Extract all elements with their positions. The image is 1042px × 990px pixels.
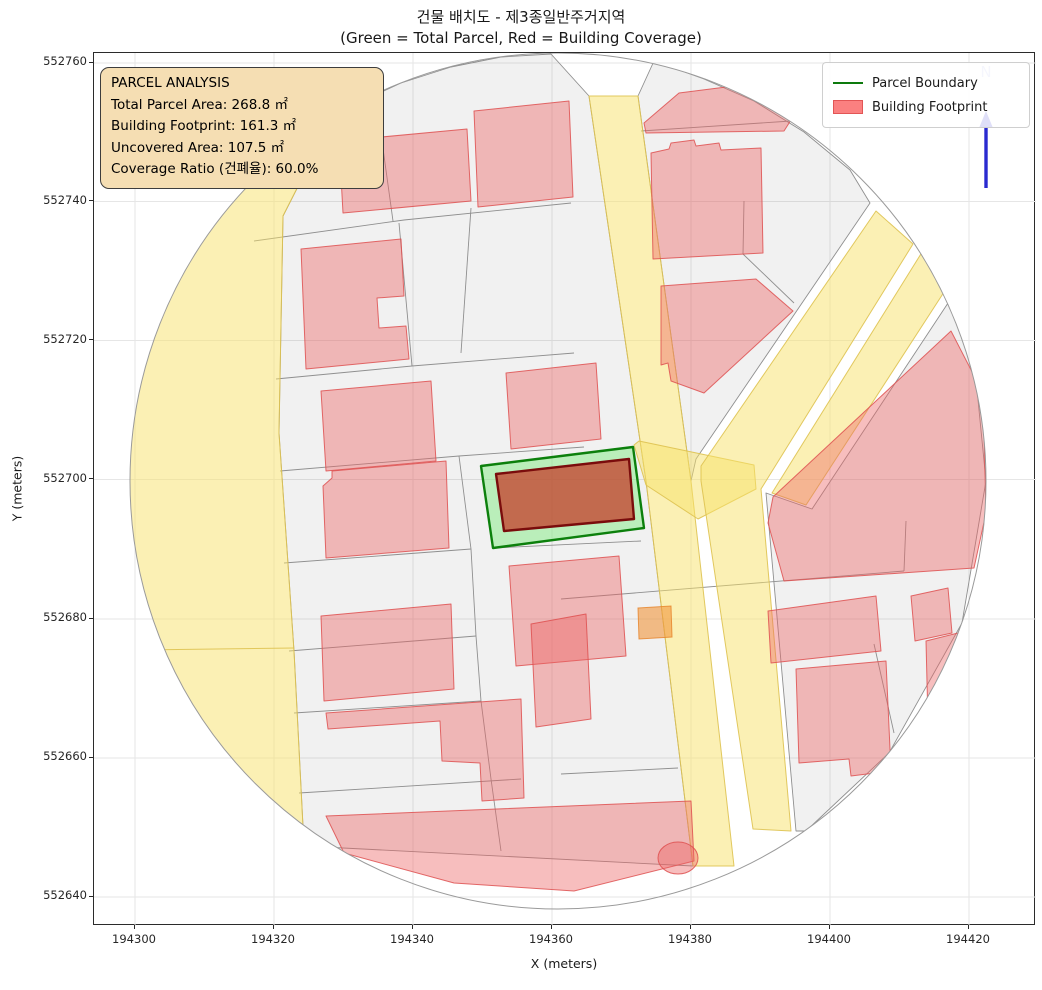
- x-axis-label: X (meters): [530, 956, 598, 971]
- legend: Parcel Boundary Building Footprint: [822, 62, 1030, 128]
- parcel-boundary-line: [560, 767, 679, 775]
- building: [473, 100, 574, 208]
- building: [660, 278, 794, 394]
- y-tick-mark: [89, 61, 93, 63]
- parcel-boundary-line: [458, 446, 585, 457]
- building-ellipse: [657, 841, 699, 875]
- y-tick-mark: [89, 617, 93, 619]
- parcel-boundary-line: [253, 202, 572, 242]
- building-on-road: [637, 605, 673, 640]
- legend-line-swatch: [833, 82, 863, 84]
- parcel-boundary-line: [492, 540, 642, 549]
- building: [925, 630, 970, 724]
- legend-label: Parcel Boundary: [872, 75, 978, 91]
- parcel-boundary-line: [283, 548, 472, 564]
- building: [325, 698, 525, 802]
- legend-item: Parcel Boundary: [833, 71, 1019, 95]
- building: [530, 613, 592, 728]
- y-tick-label: 552740: [43, 192, 87, 207]
- building: [795, 660, 892, 777]
- building: [300, 238, 410, 370]
- map-region-outline: [129, 53, 987, 910]
- y-axis-label: Y (meters): [9, 455, 25, 522]
- legend-item: Building Footprint: [833, 95, 1019, 119]
- parcel-analysis-line: Total Parcel Area: 268.8 ㎡: [111, 96, 288, 113]
- highlight-building-footprint: [494, 457, 636, 533]
- parcel-boundary-line: [411, 352, 575, 367]
- x-tick-label: 194320: [251, 932, 295, 946]
- x-tick-label: 194380: [668, 932, 712, 946]
- building: [650, 139, 764, 260]
- y-tick-label: 552720: [43, 331, 87, 346]
- chart-subtitle: (Green = Total Parcel, Red = Building Co…: [340, 29, 702, 47]
- parcel-boundary-line: [460, 207, 472, 354]
- x-tick-label: 194340: [390, 932, 434, 946]
- building: [505, 362, 602, 450]
- y-tick-label: 552700: [43, 470, 87, 485]
- x-tick-label: 194400: [807, 932, 851, 946]
- y-tick-mark: [89, 895, 93, 897]
- parcel-boundary-line: [275, 365, 413, 380]
- parcel-boundary-line: [293, 700, 482, 714]
- building: [325, 800, 695, 892]
- parcel-boundary-line: [458, 455, 502, 852]
- y-tick-mark: [89, 478, 93, 479]
- parcel-boundary-line: [288, 635, 477, 652]
- x-tick-label: 194420: [946, 932, 990, 946]
- parcel-block-right: [765, 296, 986, 832]
- x-tick-label: 194300: [112, 932, 156, 946]
- y-tick-label: 552760: [43, 54, 87, 68]
- y-tick-mark: [89, 339, 93, 340]
- parcel-boundary-line: [873, 643, 895, 734]
- building: [320, 603, 455, 702]
- x-tick-mark: [133, 925, 135, 929]
- parcel-boundary-line: [298, 778, 522, 794]
- chart-title: 건물 배치도 - 제3종일반주거지역: [416, 8, 626, 26]
- x-tick-mark: [967, 925, 969, 929]
- parcel-boundary-line: [279, 455, 460, 472]
- plot-area: N: [93, 52, 1036, 926]
- parcel-analysis-line: Coverage Ratio (건폐율): 60.0%: [111, 161, 319, 177]
- parcel-boundary-line: [903, 520, 907, 572]
- y-tick-label: 552640: [43, 888, 87, 902]
- x-tick-mark: [689, 925, 691, 929]
- parcel-boundary-line: [640, 120, 792, 132]
- y-tick-mark: [89, 756, 93, 758]
- legend-label: Building Footprint: [872, 99, 988, 115]
- parcel-analysis-box: PARCEL ANALYSIS Total Parcel Area: 268.8…: [100, 67, 384, 189]
- x-tick-mark: [411, 925, 413, 929]
- building: [320, 380, 437, 472]
- building: [767, 595, 882, 664]
- road-left-ring: [130, 150, 317, 847]
- building: [322, 460, 450, 559]
- parcel-analysis-lines: Total Parcel Area: 268.8 ㎡ Building Footp…: [111, 95, 373, 181]
- parcel-analysis-title: PARCEL ANALYSIS: [111, 75, 230, 91]
- y-tick-mark: [89, 200, 93, 201]
- y-tick-label: 552660: [43, 749, 87, 763]
- x-tick-mark: [828, 925, 830, 929]
- legend-patch-swatch: [833, 100, 863, 114]
- x-tick-mark: [550, 925, 552, 929]
- building: [508, 555, 627, 667]
- road-diagonal-main: [700, 210, 914, 832]
- x-tick-label: 194360: [529, 932, 573, 946]
- parcel-analysis-line: Uncovered Area: 107.5 ㎡: [111, 139, 285, 156]
- parcel-analysis-line: Building Footprint: 161.3 ㎡: [111, 118, 297, 134]
- y-tick-label: 552680: [43, 610, 87, 624]
- x-tick-mark: [272, 925, 274, 929]
- map-canvas: N: [94, 53, 1036, 926]
- building: [910, 587, 953, 642]
